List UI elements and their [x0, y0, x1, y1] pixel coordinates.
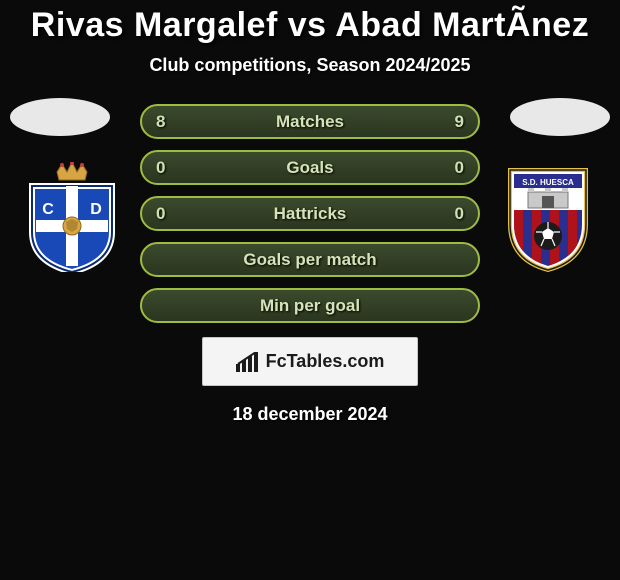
player-photo-right [510, 98, 610, 136]
watermark-text: FcTables.com [266, 351, 385, 372]
svg-text:S.D. HUESCA: S.D. HUESCA [522, 178, 574, 187]
stat-label: Goals [286, 158, 333, 178]
comparison-area: C D T S.D. HUESCA [0, 104, 620, 425]
player-photo-left [10, 98, 110, 136]
date-line: 18 december 2024 [0, 404, 620, 425]
subtitle: Club competitions, Season 2024/2025 [0, 55, 620, 76]
svg-text:T: T [67, 244, 77, 261]
stat-pill-goals-per-match: Goals per match [140, 242, 480, 277]
stat-right-value: 0 [455, 158, 464, 178]
club-badge-right: S.D. HUESCA [498, 162, 598, 272]
svg-text:C: C [42, 201, 54, 218]
stat-right-value: 9 [455, 112, 464, 132]
stat-label: Goals per match [243, 250, 376, 270]
stat-pill-goals: 0 Goals 0 [140, 150, 480, 185]
club-badge-left: C D T [22, 162, 122, 272]
stat-label: Min per goal [260, 296, 360, 316]
tenerife-crest-icon: C D T [22, 162, 122, 272]
bar-chart-icon [236, 352, 260, 372]
stat-label: Matches [276, 112, 344, 132]
stats-column: 8 Matches 9 0 Goals 0 0 Hattricks 0 Goal… [140, 104, 480, 323]
stat-right-value: 0 [455, 204, 464, 224]
stat-left-value: 0 [156, 158, 165, 178]
huesca-crest-icon: S.D. HUESCA [498, 162, 598, 272]
page-title: Rivas Margalef vs Abad MartÃ­nez [0, 0, 620, 45]
stat-label: Hattricks [274, 204, 347, 224]
svg-text:D: D [90, 201, 102, 218]
stat-left-value: 0 [156, 204, 165, 224]
watermark-card: FcTables.com [202, 337, 418, 386]
stat-pill-hattricks: 0 Hattricks 0 [140, 196, 480, 231]
stat-pill-matches: 8 Matches 9 [140, 104, 480, 139]
stat-left-value: 8 [156, 112, 165, 132]
stat-pill-min-per-goal: Min per goal [140, 288, 480, 323]
